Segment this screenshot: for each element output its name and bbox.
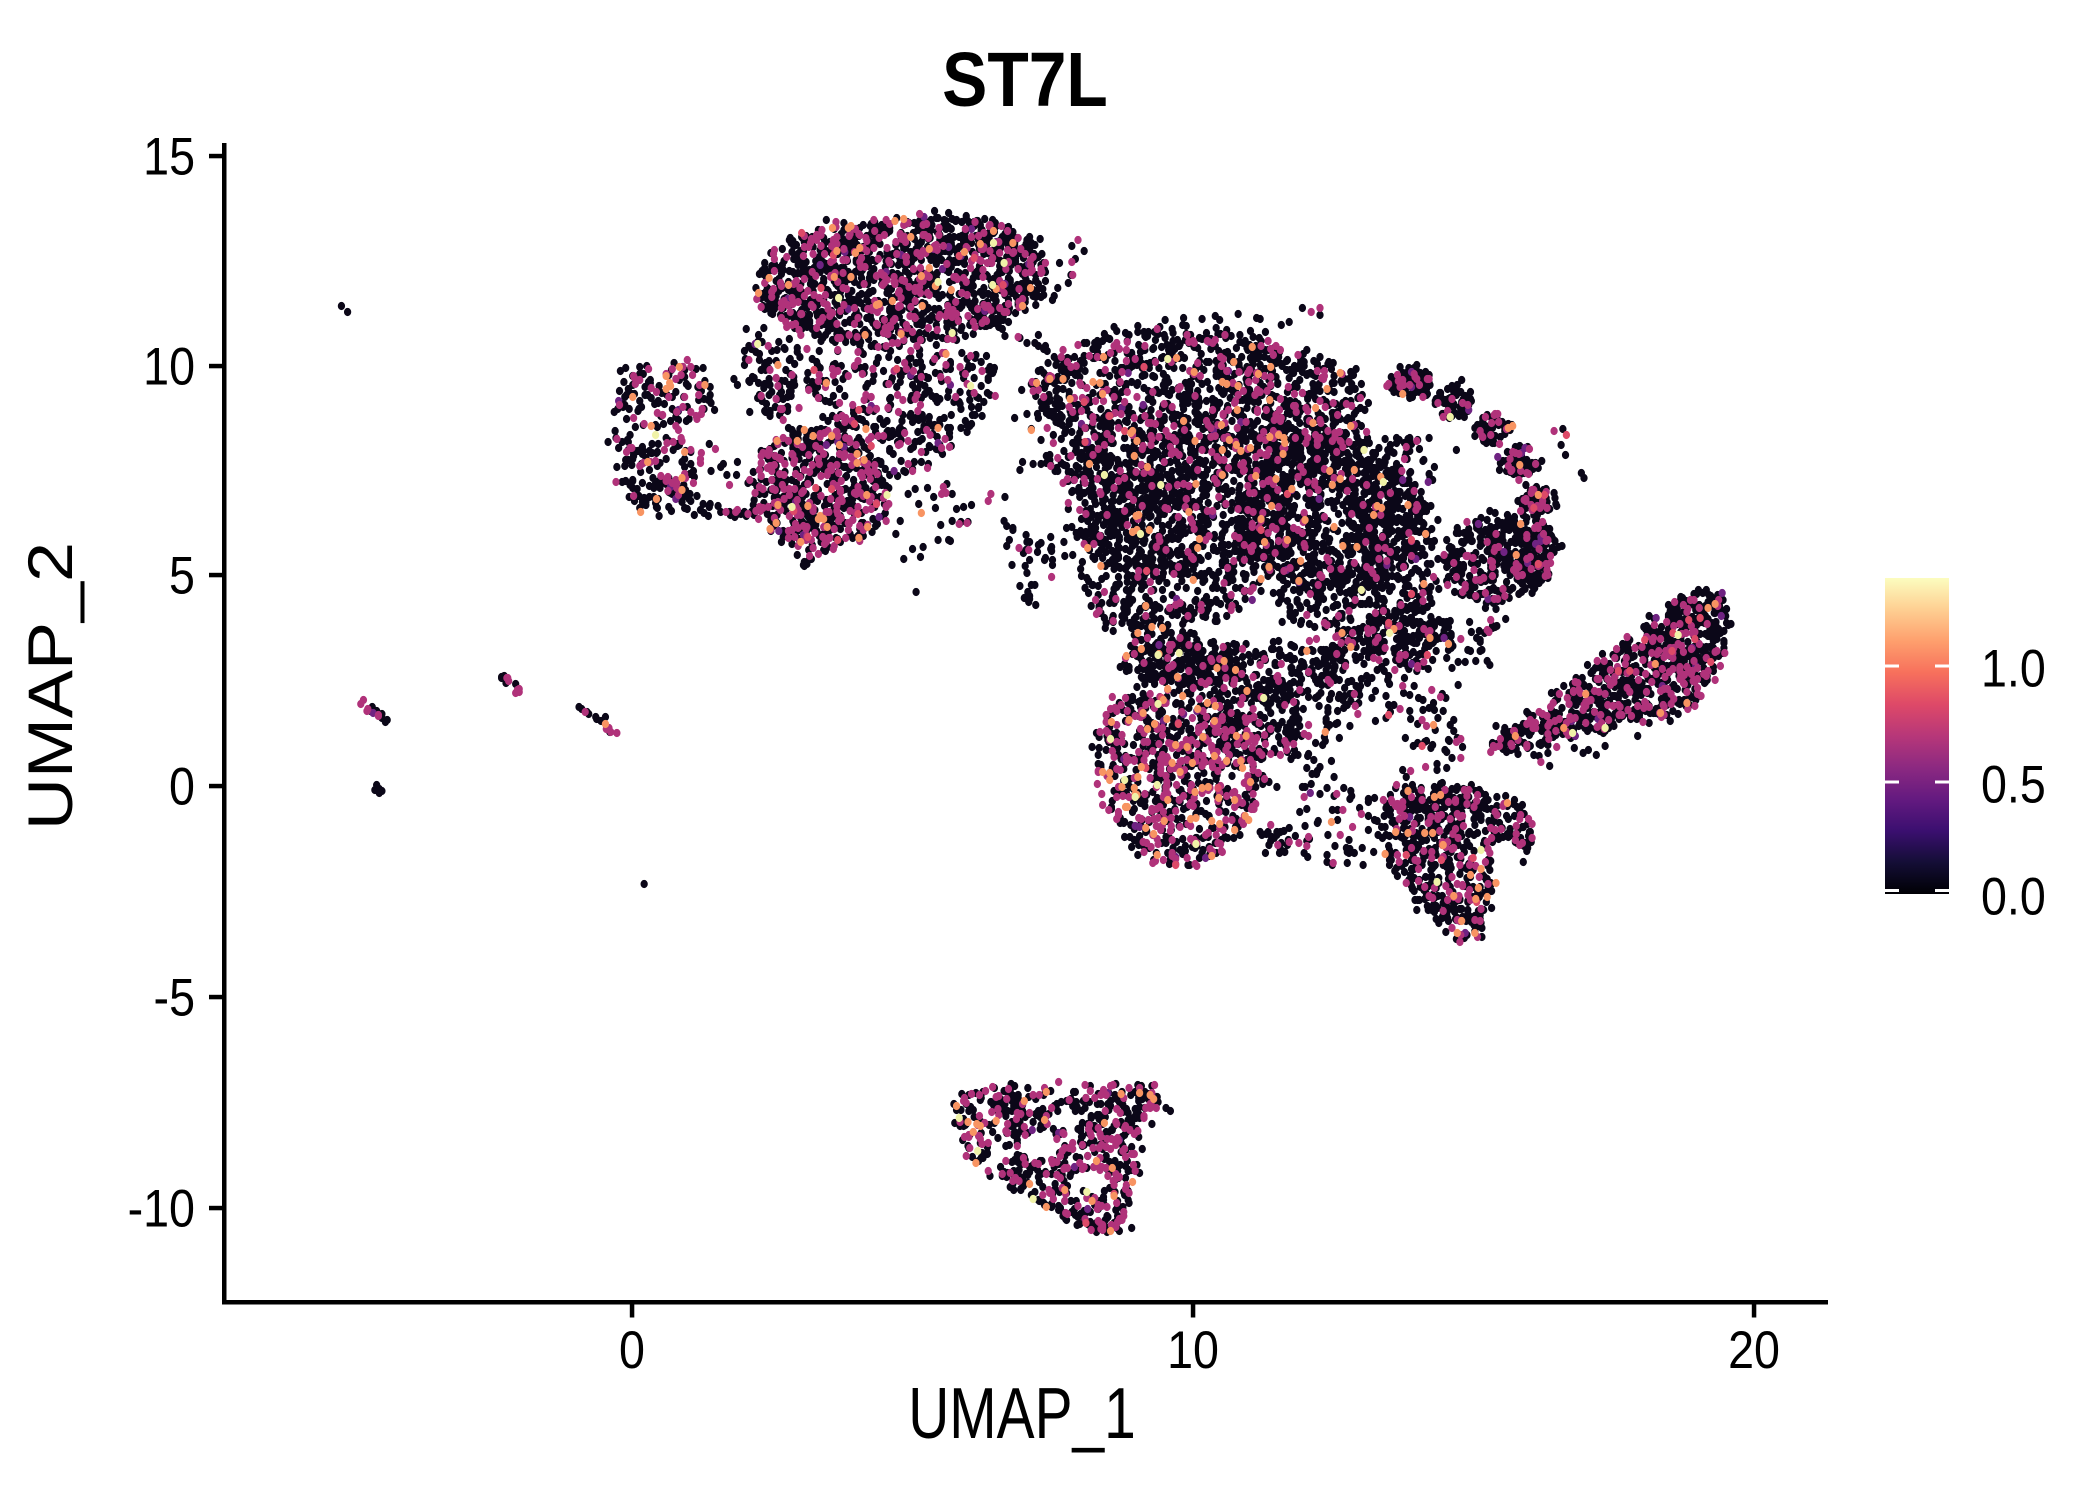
svg-text:10: 10	[1167, 1320, 1219, 1379]
svg-text:5: 5	[169, 546, 195, 605]
svg-text:-10: -10	[128, 1179, 195, 1238]
svg-text:UMAP_2: UMAP_2	[16, 542, 86, 830]
svg-text:-5: -5	[154, 968, 195, 1027]
svg-text:0: 0	[169, 757, 195, 816]
svg-text:0.0: 0.0	[1981, 867, 2046, 926]
svg-text:0: 0	[619, 1320, 645, 1379]
svg-text:15: 15	[143, 127, 195, 186]
svg-text:10: 10	[143, 337, 195, 396]
svg-text:UMAP_1: UMAP_1	[908, 1373, 1136, 1454]
svg-text:20: 20	[1728, 1320, 1780, 1379]
svg-text:1.0: 1.0	[1981, 639, 2046, 698]
svg-text:0.5: 0.5	[1981, 755, 2046, 814]
svg-text:ST7L: ST7L	[942, 37, 1108, 123]
